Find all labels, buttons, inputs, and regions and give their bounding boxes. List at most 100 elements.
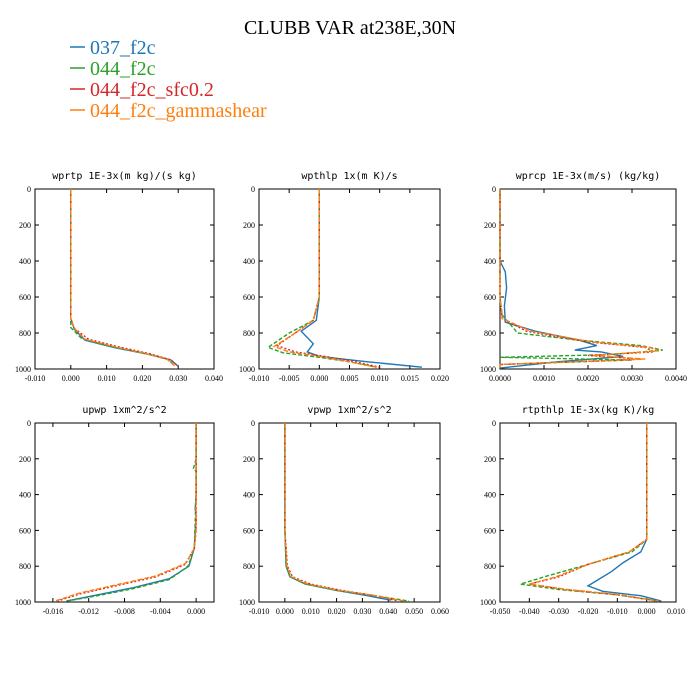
x-tick-label: 0.0010 [533,374,555,383]
y-tick-label: 0 [492,185,496,194]
series-line [284,423,410,602]
x-tick-label: 0.030 [169,374,187,383]
x-tick-label: 0.020 [133,374,151,383]
x-tick-label: 0.005 [341,374,359,383]
y-tick-label: 400 [19,491,31,500]
series-line [275,189,380,368]
x-tick-label: 0.000 [187,607,205,616]
series-line [529,423,659,602]
legend-label: 044_f2c [90,58,156,80]
y-tick-label: 200 [243,455,255,464]
x-tick-label: 0.000 [310,374,328,383]
x-tick-label: 0.040 [205,374,223,383]
series-line [66,423,197,602]
series-line [586,423,662,602]
panel-title: upwp 1xm^2/s^2 [82,405,166,416]
x-tick-label: -0.050 [490,607,511,616]
panel-title: vpwp 1xm^2/s^2 [307,405,391,416]
x-tick-label: 0.015 [401,374,419,383]
x-tick-label: 0.010 [302,607,320,616]
x-tick-label: 0.0030 [621,374,643,383]
y-tick-label: 600 [19,293,31,302]
x-tick-label: 0.020 [328,607,346,616]
legend: 037_f2c 044_f2c 044_f2c_sfc0.2 044_f2c_g… [70,37,267,122]
y-tick-label: 400 [243,257,255,266]
x-tick-label: 0.0020 [577,374,599,383]
series-line [70,189,176,367]
x-tick-label: -0.010 [25,374,46,383]
legend-item: 044_f2c_gammashear [70,100,267,122]
x-tick-label: 0.010 [667,607,685,616]
series-line [284,423,404,602]
legend-label: 037_f2c [90,37,156,59]
legend-label: 044_f2c_sfc0.2 [90,79,214,101]
x-tick-label: 0.040 [379,607,397,616]
y-tick-label: 0 [251,185,255,194]
series-line [272,189,377,368]
series-line [499,189,624,369]
series-line [499,189,659,369]
y-tick-label: 200 [19,455,31,464]
x-tick-label: 0.060 [431,607,449,616]
series-line [284,423,392,601]
plot-frame [499,422,677,603]
x-tick-label: 0.010 [371,374,389,383]
chart-panel: wprtp 1E-3x(m kg)/(s kg) -0.010 0.000 0.010… [15,171,223,383]
y-tick-label: 0 [251,419,255,428]
y-tick-label: 600 [484,293,496,302]
figure-title: CLUBB VAR at238E,30N [244,17,456,39]
x-tick-label: -0.005 [279,374,300,383]
legend-item: 044_f2c_sfc0.2 [70,79,214,101]
x-tick-label: -0.010 [249,607,270,616]
y-tick-label: 200 [243,221,255,230]
plot-frame [34,188,215,370]
y-tick-label: 800 [19,329,31,338]
x-tick-label: -0.010 [249,374,270,383]
plot-frame [258,188,441,370]
y-tick-label: 1000 [480,365,496,374]
x-tick-label: -0.010 [607,607,628,616]
x-tick-label: 0.010 [98,374,116,383]
plot-frame [258,422,441,603]
y-tick-label: 1000 [239,365,255,374]
panel-title: wprtp 1E-3x(m kg)/(s kg) [52,171,197,182]
y-tick-label: 400 [243,491,255,500]
panel-title: rtpthlp 1E-3x(kg K)/kg [522,405,654,416]
y-tick-label: 1000 [480,598,496,607]
plot-frame [34,422,215,603]
legend-label: 044_f2c_gammashear [90,100,267,122]
y-tick-label: 200 [484,455,496,464]
chart-panel: rtpthlp 1E-3x(kg K)/kg -0.050 -0.040 -0.030… [480,405,685,616]
panel-title: wprcp 1E-3x(m/s) (kg/kg) [516,171,661,182]
legend-item: 044_f2c [70,58,156,80]
y-tick-label: 800 [484,329,496,338]
y-tick-label: 400 [484,491,496,500]
x-tick-label: 0.050 [405,607,423,616]
series-line [529,423,659,602]
y-tick-label: 800 [19,562,31,571]
series-line [266,189,377,368]
x-tick-label: 0.0040 [665,374,687,383]
legend-item: 037_f2c [70,37,156,59]
series-line [499,189,657,369]
y-tick-label: 600 [243,526,255,535]
y-tick-label: 0 [492,419,496,428]
x-tick-label: -0.040 [519,607,540,616]
y-tick-label: 200 [19,221,31,230]
x-tick-label: 0.0000 [489,374,511,383]
panels: wprtp 1E-3x(m kg)/(s kg) -0.010 0.000 0.010… [15,171,687,616]
y-tick-label: 400 [19,257,31,266]
x-tick-label: 0.000 [638,607,656,616]
x-tick-label: -0.008 [114,607,135,616]
y-tick-label: 1000 [15,598,31,607]
y-tick-label: 600 [243,293,255,302]
y-tick-label: 600 [19,526,31,535]
y-tick-label: 800 [243,329,255,338]
chart-panel: vpwp 1xm^2/s^2 -0.010 0.000 0.010 0.020 0.030… [239,405,449,616]
y-tick-label: 600 [484,526,496,535]
y-tick-label: 800 [484,562,496,571]
x-tick-label: 0.000 [62,374,80,383]
y-tick-label: 400 [484,257,496,266]
y-tick-label: 0 [27,419,31,428]
x-tick-label: 0.020 [431,374,449,383]
